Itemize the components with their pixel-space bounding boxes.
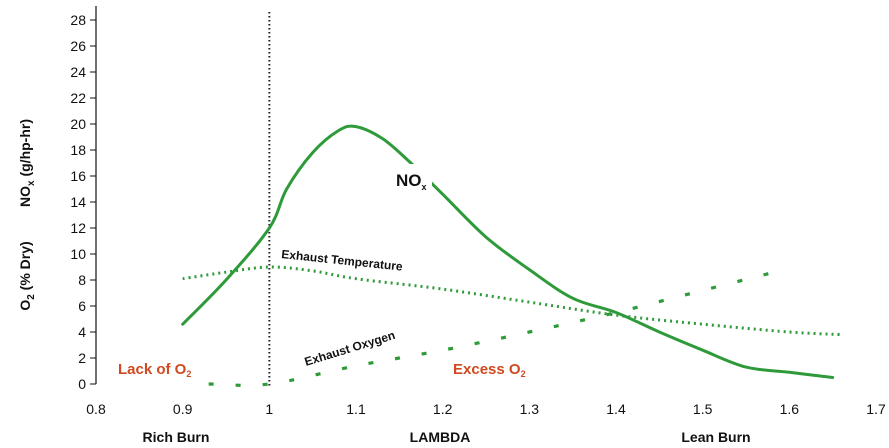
y-tick-label: 12 (70, 220, 86, 236)
y-tick-label: 8 (78, 272, 86, 288)
nox-series-label: NOx (396, 171, 427, 192)
series-line-nox (181, 124, 835, 379)
y-tick-label: 4 (78, 324, 86, 340)
excess-o2-label: Excess O2 (453, 361, 526, 379)
x-tick-label: 0.9 (173, 401, 193, 417)
x-tick-label: 1 (265, 401, 273, 417)
series-line-exhaust-oxygen (208, 266, 790, 387)
y-tick-label: 20 (70, 116, 86, 132)
x-tick-label: 1.4 (606, 401, 626, 417)
x-axis-title: LAMBDA (410, 429, 471, 445)
x-tick-label: 0.8 (86, 401, 106, 417)
lack-of-o2-label: Lack of O2 (118, 361, 191, 379)
y-tick-label: 22 (70, 90, 86, 106)
y-tick-label: 6 (78, 298, 86, 314)
y-tick-label: 16 (70, 168, 86, 184)
y-tick-label: 18 (70, 142, 86, 158)
x-tick-label: 1.5 (693, 401, 713, 417)
y-tick-label: 2 (78, 350, 86, 366)
x-tick-label: 1.7 (866, 401, 886, 417)
y-tick-label: 14 (70, 194, 86, 210)
exhaust-oxygen-label: Exhaust Oxygen (303, 328, 397, 369)
lean-burn-label: Lean Burn (681, 429, 750, 445)
x-ticks: 0.8 0.9 1 1.1 1.2 1.3 1.4 1.5 1.6 1.7 (86, 401, 886, 417)
series-line-exhaust-temperature (182, 265, 842, 337)
y-tick-label: 0 (78, 376, 86, 392)
x-tick-label: 1.1 (346, 401, 366, 417)
x-tick-label: 1.6 (780, 401, 800, 417)
y-tick-label: 24 (70, 64, 86, 80)
y-axis-title-bottom: O2 (% Dry) (17, 241, 37, 310)
exhaust-temperature-label: Exhaust Temperature (281, 247, 404, 274)
y-tick-label: 26 (70, 38, 86, 54)
series-layer (181, 124, 842, 387)
x-tick-label: 1.3 (520, 401, 540, 417)
y-axis-title-top: NOx (g/hp-hr) (17, 119, 37, 207)
y-tick-label: 28 (70, 12, 86, 28)
nox-label-backdrop (372, 164, 432, 194)
x-tick-label: 1.2 (433, 401, 453, 417)
y-tick-label: 10 (70, 246, 86, 262)
rich-burn-label: Rich Burn (143, 429, 210, 445)
